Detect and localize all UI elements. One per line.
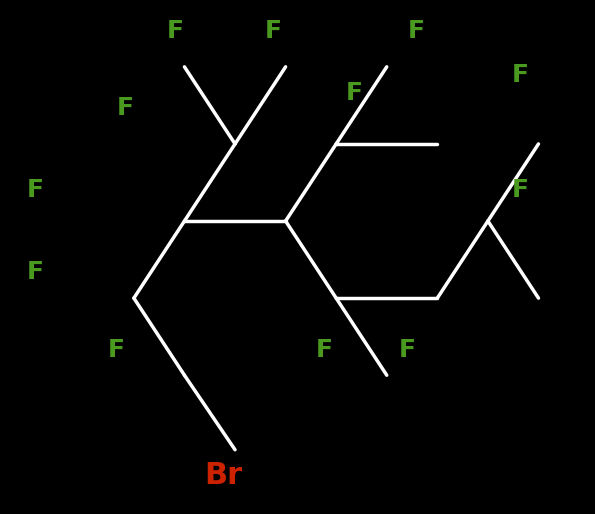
Text: F: F (265, 19, 282, 43)
Text: F: F (399, 338, 416, 361)
Text: F: F (108, 338, 124, 361)
Text: F: F (512, 63, 529, 86)
Text: F: F (117, 96, 133, 120)
Text: F: F (27, 261, 44, 284)
Text: Br: Br (204, 461, 242, 490)
Text: F: F (346, 81, 362, 104)
Text: F: F (408, 19, 425, 43)
Text: F: F (27, 178, 44, 202)
Text: F: F (167, 19, 184, 43)
Text: F: F (512, 178, 529, 202)
Text: F: F (316, 338, 333, 361)
